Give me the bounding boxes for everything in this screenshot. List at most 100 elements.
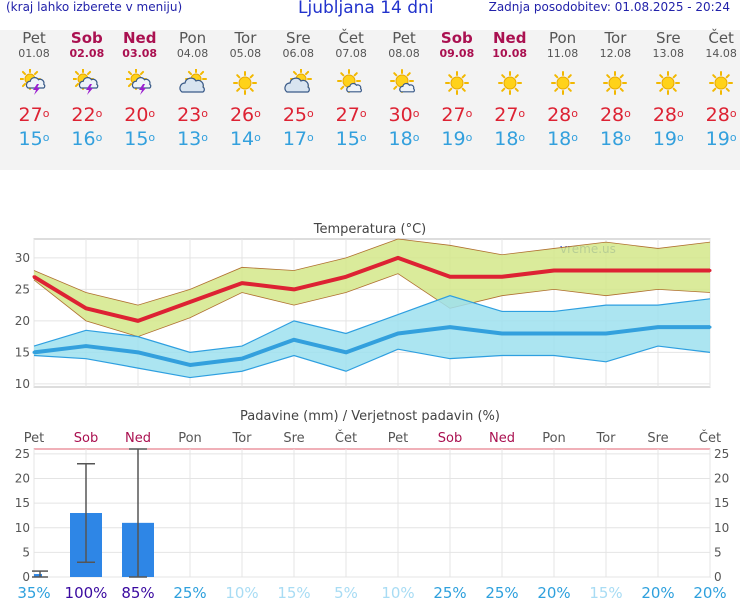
daily-forecast-strip: Pet 01.08 27o 15o Sob 02.08 22o 16o Ned 03.08 20o 1… [0, 30, 740, 170]
sun-cloud-thunder-icon [125, 69, 152, 95]
max-temperature: 28o [652, 104, 684, 126]
sun-cloud-thunder-icon [72, 69, 99, 95]
min-temperature: 18o [547, 128, 579, 150]
y-tick-label: 10 [15, 377, 30, 391]
min-temperature-point [448, 325, 452, 329]
min-temperature-point [708, 325, 712, 329]
probability-label: 5% [334, 584, 358, 600]
max-temperature: 27o [18, 104, 50, 126]
min-temperature-line [33, 325, 710, 367]
day-date: 12.08 [599, 47, 632, 60]
day-column: Ned 03.08 20o 15o [114, 30, 166, 151]
min-temperature-point [240, 357, 244, 361]
day-column: Ned 10.08 27o 18o [484, 30, 536, 151]
min-temperature-band [34, 295, 710, 378]
min-temperature: 19o [441, 128, 473, 150]
y-tick-label: 25 [15, 447, 30, 461]
max-temperature-point [344, 275, 348, 279]
max-temperature: 28o [547, 104, 579, 126]
probability-label: 20% [537, 584, 570, 600]
sun-icon [550, 71, 575, 95]
y-tick-label: 5 [22, 545, 30, 559]
min-temperature-point [500, 331, 504, 335]
max-temperature-point [708, 268, 712, 272]
y-tick-label: 30 [15, 251, 30, 265]
day-column: Pon 04.08 23o 13o [167, 30, 219, 151]
min-temperature: 18o [388, 128, 420, 150]
y-tick-label-right: 5 [714, 545, 722, 559]
min-temperature-point [552, 331, 556, 335]
probability-label: 20% [641, 584, 674, 600]
max-temperature-band [34, 239, 710, 337]
cloud-sun-icon [284, 69, 313, 93]
y-tick-label: 20 [15, 472, 30, 486]
probability-label: 15% [589, 584, 622, 600]
last-updated: Zadnja posodobitev: 01.08.2025 - 20:24 [488, 0, 730, 14]
max-temperature-point [240, 281, 244, 285]
x-tick-label: Sob [438, 431, 462, 446]
day-date: 09.08 [439, 47, 475, 60]
sun-icon [233, 71, 258, 95]
probability-label: 25% [433, 584, 466, 600]
day-name: Sob [440, 29, 473, 47]
day-date: 14.08 [705, 47, 737, 60]
max-temperature-point [604, 268, 608, 272]
day-column: Čet 14.08 28o 19o [695, 30, 740, 151]
min-band-lower-edge [33, 345, 711, 379]
max-temperature-point [136, 319, 140, 323]
x-tick-label: Pon [178, 431, 202, 446]
min-temperature-point [292, 338, 296, 342]
sun-icon [444, 71, 469, 95]
max-temperature-point [188, 300, 192, 304]
max-temperature: 27o [494, 104, 526, 126]
max-temperature: 27o [441, 104, 473, 126]
max-temperature-point [500, 275, 504, 279]
day-date: 02.08 [69, 47, 105, 60]
x-tick-label: Pet [24, 431, 44, 446]
x-tick-label: Tor [595, 431, 616, 446]
day-column: Sre 06.08 25o 17o [272, 30, 324, 151]
x-tick-label: Čet [335, 430, 357, 446]
min-temperature: 15o [124, 128, 156, 150]
sun-icon [709, 71, 734, 95]
x-tick-label: Ned [489, 431, 515, 446]
cloud-sun-icon [179, 69, 207, 93]
day-column: Sre 13.08 28o 19o [642, 30, 694, 151]
y-tick-label: 15 [15, 345, 30, 359]
min-temperature-point [396, 331, 400, 335]
day-name: Sre [655, 29, 681, 47]
min-temperature-point [344, 350, 348, 354]
day-name: Ned [492, 29, 527, 47]
max-temperature: 30o [388, 104, 420, 126]
x-tick-label: Sob [74, 431, 98, 446]
max-temperature-point [84, 306, 88, 310]
day-date: 11.08 [546, 47, 579, 60]
max-temperature-line [32, 255, 710, 323]
day-name: Sob [70, 29, 103, 47]
probability-label: 85% [121, 584, 154, 600]
max-temperature-point [552, 268, 556, 272]
day-date: 04.08 [176, 47, 209, 60]
day-name: Čet [708, 29, 734, 47]
max-temperature: 28o [599, 104, 631, 126]
max-temperature: 28o [705, 104, 737, 126]
probability-label: 25% [485, 584, 518, 600]
day-column: Pet 08.08 30o 18o [378, 30, 430, 151]
sun-icon [656, 71, 681, 95]
max-temperature: 25o [282, 104, 314, 126]
x-tick-label: Pon [542, 431, 566, 446]
precipitation-bar [34, 574, 42, 577]
menu-note[interactable]: (kraj lahko izberete v meniju) [6, 0, 183, 14]
day-column: Pon 11.08 28o 18o [537, 30, 589, 151]
day-name: Sre [285, 29, 311, 47]
day-date: 10.08 [492, 47, 528, 60]
day-date: 03.08 [122, 47, 158, 60]
day-date: 01.08 [18, 47, 50, 60]
day-date: 05.08 [229, 47, 262, 60]
min-temperature: 17o [282, 128, 314, 150]
min-temperature-point [604, 331, 608, 335]
day-column: Sob 09.08 27o 19o [431, 30, 483, 151]
page-title: Ljubljana 14 dni [298, 0, 434, 18]
day-name: Pet [22, 29, 46, 47]
